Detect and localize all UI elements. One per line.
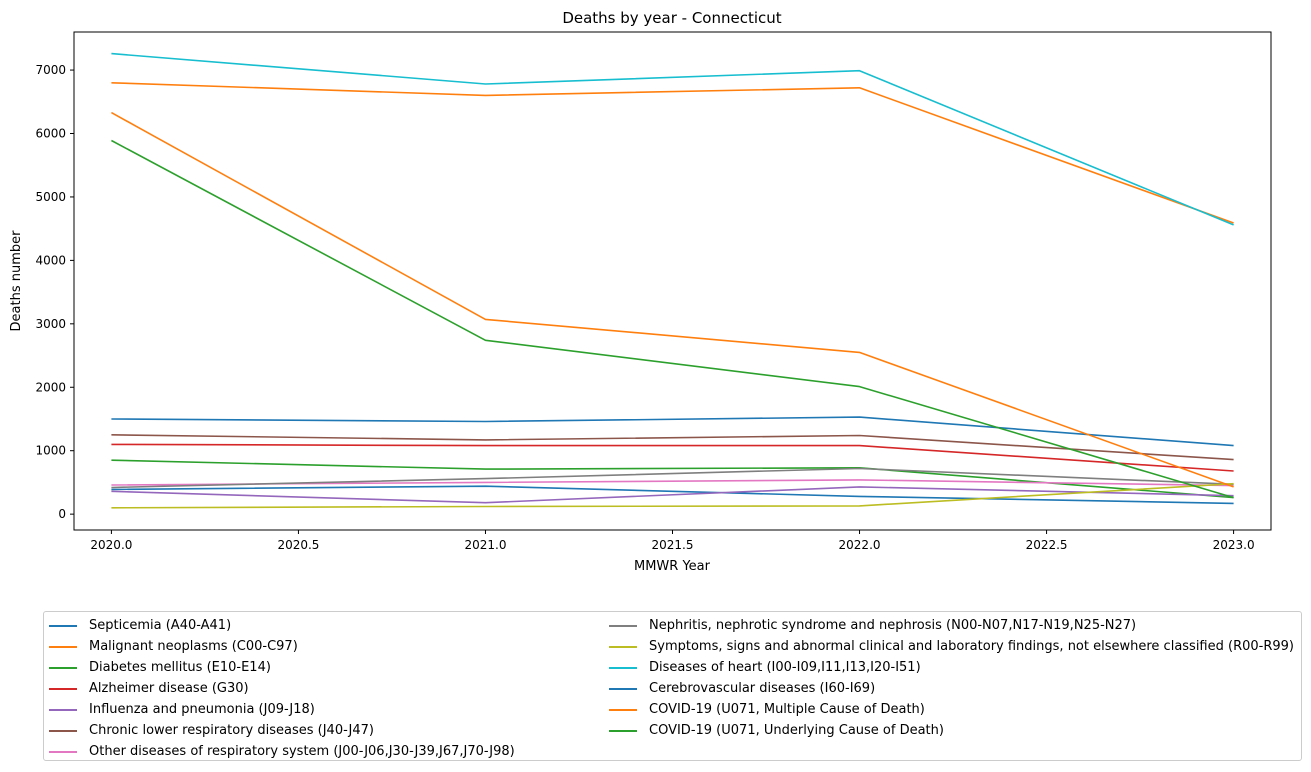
legend-swatch bbox=[609, 708, 637, 711]
legend-label: Cerebrovascular diseases (I60-I69) bbox=[649, 681, 876, 696]
plot-area bbox=[74, 32, 1271, 530]
x-tick-label: 2020.5 bbox=[277, 538, 319, 552]
legend-label: Symptoms, signs and abnormal clinical an… bbox=[649, 639, 1294, 654]
legend-label: COVID-19 (U071, Underlying Cause of Deat… bbox=[649, 723, 944, 738]
series-line bbox=[111, 485, 1234, 505]
legend-item: Diabetes mellitus (E10-E14) bbox=[49, 657, 515, 678]
x-axis-label: MMWR Year bbox=[634, 559, 711, 574]
legend-swatch bbox=[49, 666, 77, 669]
legend-item: Chronic lower respiratory diseases (J40-… bbox=[49, 720, 515, 741]
series-line bbox=[111, 434, 1234, 461]
series-line bbox=[111, 486, 1234, 504]
legend-label: Alzheimer disease (G30) bbox=[89, 681, 249, 696]
x-tick-label: 2020.0 bbox=[90, 538, 132, 552]
legend-column-right: Nephritis, nephrotic syndrome and nephro… bbox=[609, 615, 1294, 741]
legend-item: Cerebrovascular diseases (I60-I69) bbox=[609, 678, 1294, 699]
x-axis: 2020.0 2020.5 2021.0 2021.5 2022.0 2022.5 2023… bbox=[90, 530, 1255, 552]
series-line bbox=[111, 482, 1234, 509]
legend-item: Malignant neoplasms (C00-C97) bbox=[49, 636, 515, 657]
y-tick-label: 7000 bbox=[35, 63, 66, 77]
legend-swatch bbox=[609, 729, 637, 732]
legend-label: Diseases of heart (I00-I09,I11,I13,I20-I… bbox=[649, 660, 921, 675]
legend-item: Diseases of heart (I00-I09,I11,I13,I20-I… bbox=[609, 657, 1294, 678]
y-axis-label: Deaths number bbox=[9, 230, 24, 332]
line-chart: Deaths by year - Connecticut 2020.0 2020.… bbox=[9, 9, 1272, 574]
y-tick-label: 1000 bbox=[35, 444, 66, 458]
legend-label: COVID-19 (U071, Multiple Cause of Death) bbox=[649, 702, 925, 717]
legend-item: Other diseases of respiratory system (J0… bbox=[49, 741, 515, 762]
legend-swatch bbox=[609, 645, 637, 648]
x-tick-label: 2022.5 bbox=[1026, 538, 1068, 552]
x-tick-label: 2021.0 bbox=[464, 538, 506, 552]
legend-label: Chronic lower respiratory diseases (J40-… bbox=[89, 723, 374, 738]
series-line bbox=[111, 111, 1234, 488]
legend-swatch bbox=[49, 750, 77, 753]
legend-item: Nephritis, nephrotic syndrome and nephro… bbox=[609, 615, 1294, 636]
x-tick-label: 2023.0 bbox=[1213, 538, 1255, 552]
legend-item: COVID-19 (U071, Multiple Cause of Death) bbox=[609, 699, 1294, 720]
series-line bbox=[111, 467, 1234, 489]
legend-label: Septicemia (A40-A41) bbox=[89, 618, 232, 633]
series-line bbox=[111, 416, 1234, 447]
series-layer bbox=[111, 52, 1234, 509]
y-axis: 0 1000 2000 3000 4000 5000 6000 7000 bbox=[35, 63, 74, 521]
x-tick-label: 2022.0 bbox=[839, 538, 881, 552]
series-line bbox=[111, 82, 1234, 224]
legend-swatch bbox=[609, 624, 637, 627]
legend-item: Influenza and pneumonia (J09-J18) bbox=[49, 699, 515, 720]
legend-item: Symptoms, signs and abnormal clinical an… bbox=[609, 636, 1294, 657]
legend-column-left: Septicemia (A40-A41) Malignant neoplasms … bbox=[49, 615, 515, 762]
plot-frame bbox=[73, 31, 1272, 531]
y-tick-label: 5000 bbox=[35, 190, 66, 204]
y-tick-label: 0 bbox=[58, 507, 66, 521]
series-line bbox=[111, 139, 1234, 499]
legend-label: Malignant neoplasms (C00-C97) bbox=[89, 639, 298, 654]
x-tick-label: 2021.5 bbox=[652, 538, 694, 552]
y-tick-label: 2000 bbox=[35, 380, 66, 394]
series-line bbox=[111, 52, 1234, 226]
legend-item: COVID-19 (U071, Underlying Cause of Deat… bbox=[609, 720, 1294, 741]
legend-label: Nephritis, nephrotic syndrome and nephro… bbox=[649, 618, 1137, 633]
legend-swatch bbox=[49, 624, 77, 627]
legend-swatch bbox=[609, 666, 637, 669]
series-line bbox=[111, 443, 1234, 472]
y-tick-label: 4000 bbox=[35, 253, 66, 267]
legend-label: Other diseases of respiratory system (J0… bbox=[89, 744, 515, 759]
legend-swatch bbox=[49, 687, 77, 690]
legend: Septicemia (A40-A41) Malignant neoplasms … bbox=[43, 611, 1302, 761]
legend-label: Diabetes mellitus (E10-E14) bbox=[89, 660, 271, 675]
legend-swatch bbox=[49, 645, 77, 648]
legend-label: Influenza and pneumonia (J09-J18) bbox=[89, 702, 315, 717]
legend-item: Septicemia (A40-A41) bbox=[49, 615, 515, 636]
legend-item: Alzheimer disease (G30) bbox=[49, 678, 515, 699]
y-tick-label: 3000 bbox=[35, 317, 66, 331]
legend-swatch bbox=[609, 687, 637, 690]
legend-swatch bbox=[49, 708, 77, 711]
chart-title: Deaths by year - Connecticut bbox=[562, 9, 781, 27]
y-tick-label: 6000 bbox=[35, 127, 66, 141]
legend-swatch bbox=[49, 729, 77, 732]
